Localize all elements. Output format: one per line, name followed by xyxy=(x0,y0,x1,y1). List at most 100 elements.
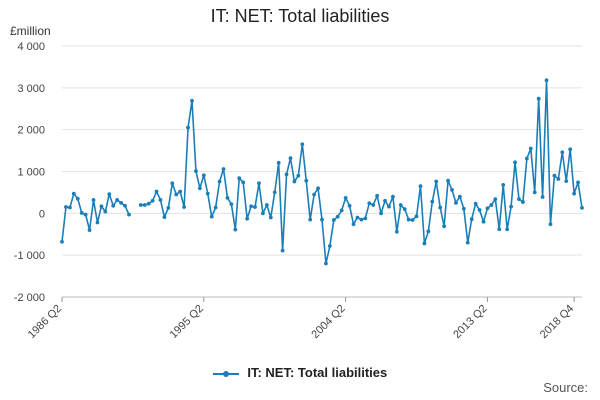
data-point xyxy=(552,173,557,178)
data-point xyxy=(391,194,395,199)
data-point xyxy=(489,203,494,207)
y-tick-label: 2 000 xyxy=(17,125,45,137)
data-point xyxy=(469,217,474,222)
data-point xyxy=(253,205,257,209)
data-point xyxy=(237,176,242,181)
x-tick-label: 2004 Q2 xyxy=(309,303,347,341)
legend-label: IT: NET: Total liabilities xyxy=(247,365,388,380)
data-point xyxy=(213,205,218,210)
data-point xyxy=(383,198,387,203)
data-point xyxy=(406,217,411,222)
data-point xyxy=(465,240,470,245)
data-point xyxy=(572,191,577,196)
data-point xyxy=(398,203,403,207)
data-point xyxy=(359,217,364,222)
data-point xyxy=(83,212,88,217)
data-point xyxy=(75,196,80,201)
data-point xyxy=(182,205,187,209)
data-point xyxy=(446,178,450,183)
data-point xyxy=(154,189,159,194)
data-point xyxy=(457,194,462,199)
data-point xyxy=(99,204,104,209)
data-point xyxy=(111,203,116,208)
data-point xyxy=(521,200,525,204)
data-point xyxy=(119,200,123,205)
data-point xyxy=(473,201,478,206)
source-label: Source: xyxy=(543,380,588,395)
data-point xyxy=(209,214,214,219)
data-point xyxy=(91,198,96,202)
data-point xyxy=(268,215,273,220)
data-point xyxy=(308,217,313,222)
data-point xyxy=(461,206,466,211)
series-layer xyxy=(60,78,584,266)
data-point xyxy=(576,180,580,185)
data-point xyxy=(201,173,206,178)
data-point xyxy=(418,184,423,189)
data-point xyxy=(249,204,253,209)
data-point xyxy=(186,125,190,130)
data-point xyxy=(229,202,234,207)
data-point xyxy=(331,218,336,222)
data-point xyxy=(79,211,84,215)
data-point xyxy=(284,172,289,177)
data-point xyxy=(485,206,490,211)
data-point xyxy=(261,211,265,216)
data-point xyxy=(170,181,175,186)
data-point xyxy=(430,199,435,204)
data-point xyxy=(316,186,320,191)
data-point xyxy=(174,192,179,197)
data-point xyxy=(233,227,238,232)
data-point xyxy=(477,208,482,212)
data-point xyxy=(245,216,250,221)
data-point xyxy=(509,204,513,209)
x-tick-label: 2013 Q2 xyxy=(451,303,489,341)
data-point xyxy=(556,177,561,181)
data-point xyxy=(264,203,269,207)
data-point xyxy=(501,182,506,187)
y-tick-label: 0 xyxy=(39,208,45,220)
data-point xyxy=(434,179,439,184)
data-point xyxy=(355,215,360,220)
data-point xyxy=(351,222,356,227)
data-point xyxy=(544,78,549,83)
y-tick-label: 3 000 xyxy=(17,83,45,95)
data-point xyxy=(190,98,194,103)
data-point xyxy=(194,169,198,173)
data-point xyxy=(205,191,210,196)
data-point xyxy=(414,214,419,219)
data-point xyxy=(454,200,458,205)
x-tick-label: 1986 Q2 xyxy=(26,303,64,341)
data-point xyxy=(367,201,372,206)
data-point xyxy=(138,203,143,207)
data-point xyxy=(505,227,510,232)
data-point xyxy=(296,173,301,178)
data-point xyxy=(320,217,324,222)
data-point xyxy=(536,96,541,101)
gridlines xyxy=(62,45,582,298)
data-point xyxy=(517,197,521,202)
data-point xyxy=(103,209,108,214)
data-point xyxy=(481,219,486,224)
data-point xyxy=(568,147,573,152)
y-tick-label: 4 000 xyxy=(17,41,45,53)
data-point xyxy=(67,205,72,210)
data-point xyxy=(312,192,317,197)
data-point xyxy=(560,150,565,155)
data-point xyxy=(347,203,352,208)
y-axis-ticks: -2 000 -1 000 0 1 000 2 000 3 000 4 000 xyxy=(14,41,45,304)
data-point xyxy=(375,193,380,198)
data-point xyxy=(450,188,454,192)
data-point xyxy=(142,203,147,207)
data-point xyxy=(276,160,281,165)
data-point xyxy=(324,261,328,266)
y-axis-unit-label: £million xyxy=(10,24,51,38)
data-point xyxy=(379,211,383,216)
data-point xyxy=(548,222,553,227)
data-point xyxy=(540,195,545,199)
legend-line-marker-icon xyxy=(212,370,239,377)
data-point xyxy=(493,197,498,202)
data-point xyxy=(272,190,277,195)
data-point xyxy=(343,195,348,200)
